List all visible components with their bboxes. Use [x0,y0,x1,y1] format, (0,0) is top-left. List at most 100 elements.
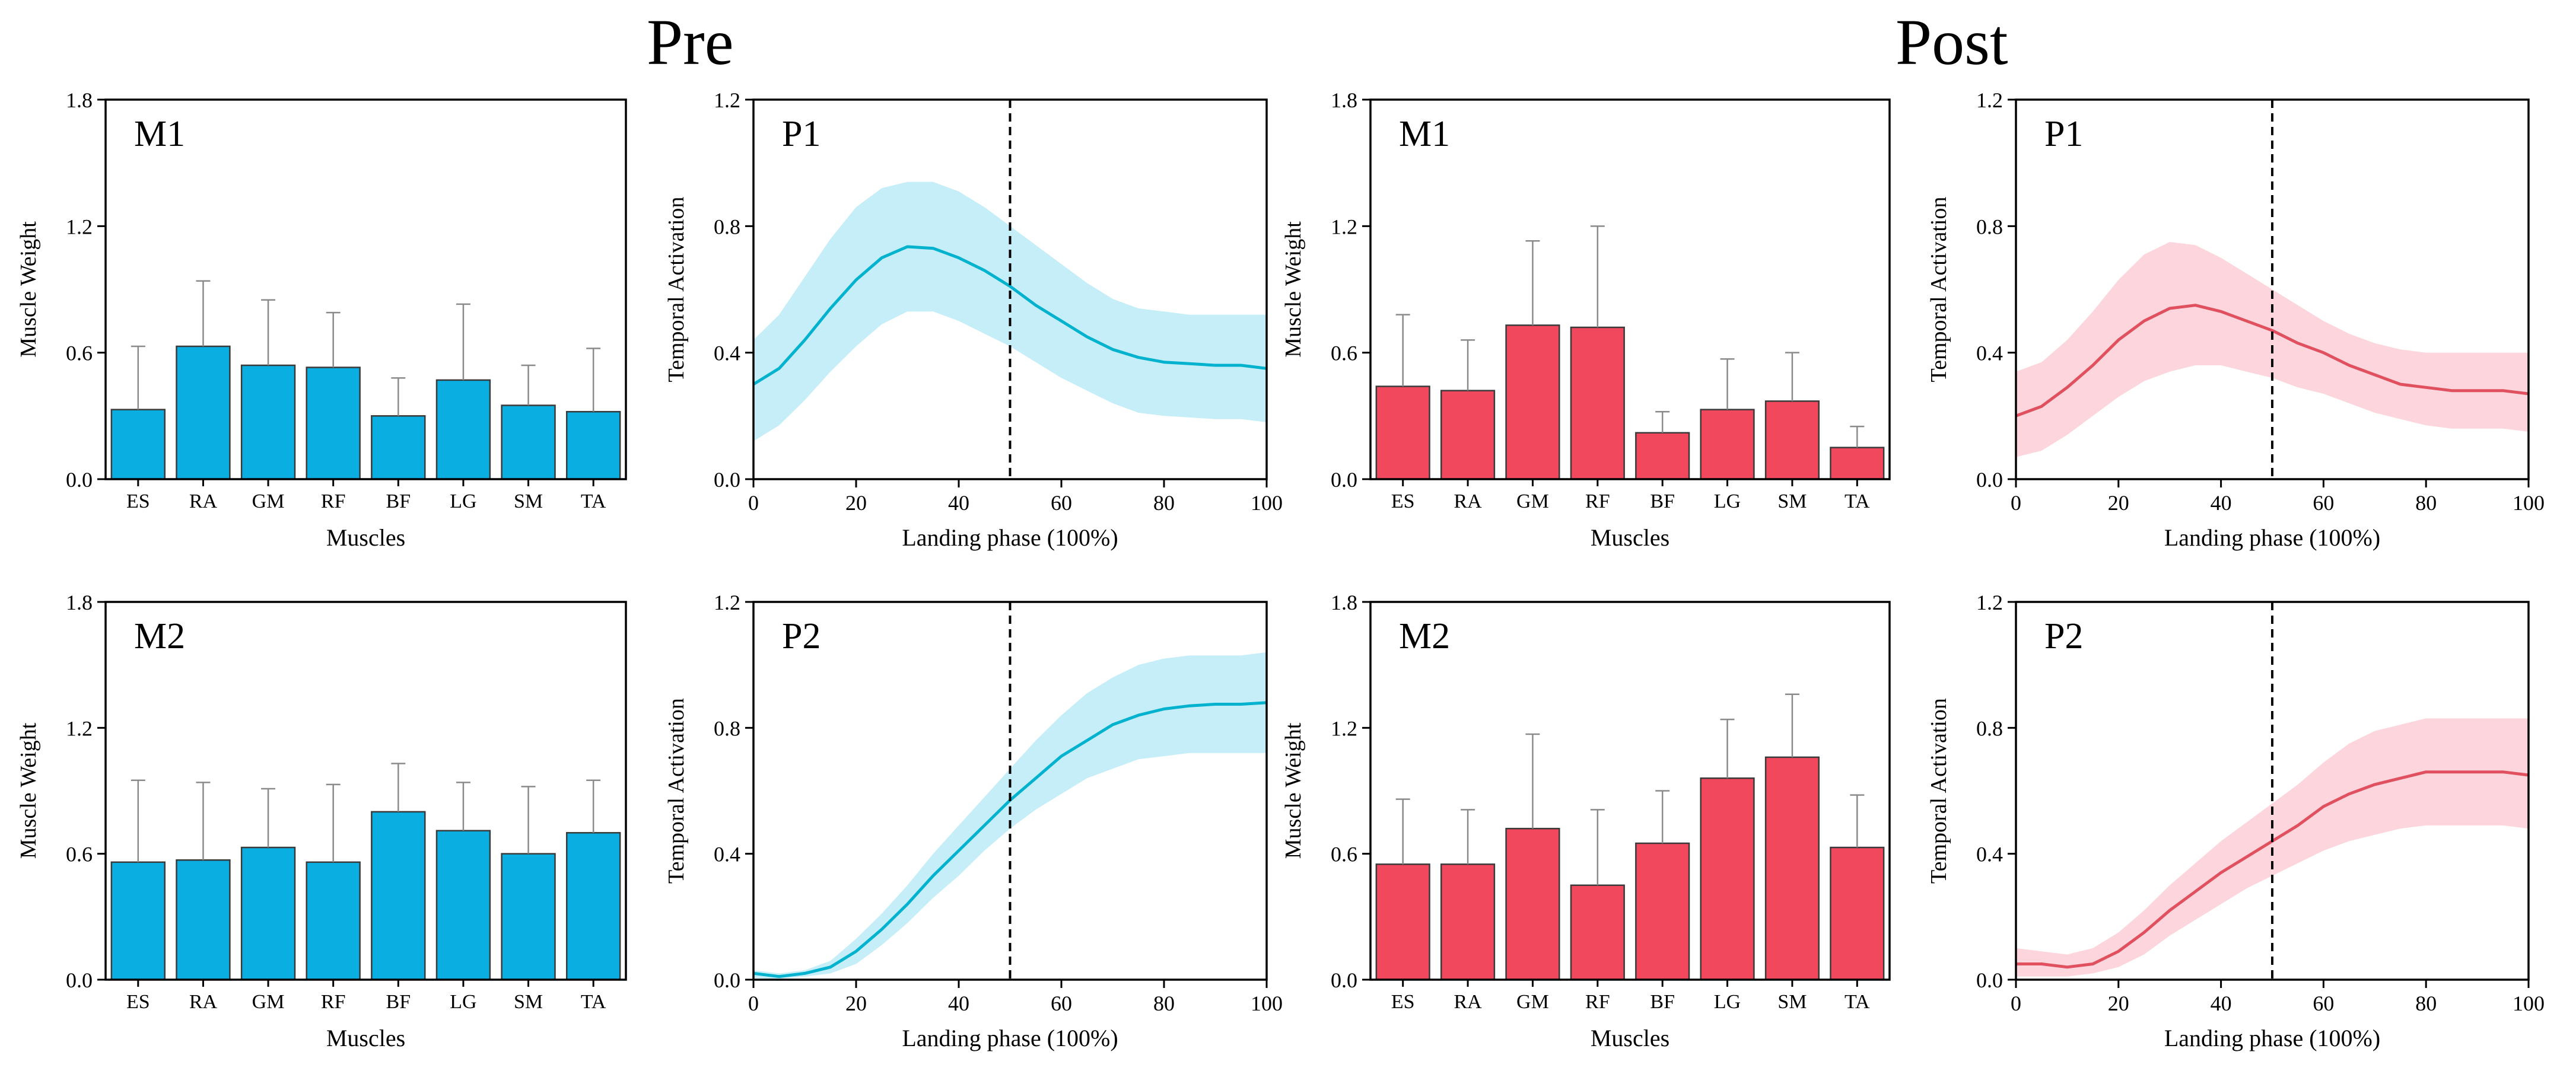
bar-gm [1505,324,1560,480]
x-tick-label: 60 [1051,491,1072,515]
x-tick-label: 0 [2011,992,2021,1015]
bar-sm [501,404,556,480]
bar-ra [176,345,231,480]
panel-title: P1 [2044,114,2083,154]
plot-frame [104,98,627,480]
y-tick-label: 1.2 [714,88,740,112]
y-tick-label: 0.6 [66,342,93,365]
y-tick-label: 0.8 [714,716,740,740]
x-tick-label: 60 [1051,992,1072,1015]
bar-es [1375,385,1430,480]
bar-lg [435,379,491,480]
pre-m1-panel: 0.0 0.6 1.2 1.8 Muscle Weight Muscles ES RA GM RF… [16,88,627,551]
panel-title: M1 [134,114,185,154]
x-tick-label: RF [321,991,346,1013]
x-tick-label: 40 [948,491,969,515]
x-tick-label: SM [514,490,543,512]
bar-lg [435,830,491,981]
x-tick-label: ES [126,490,150,512]
y-tick-label: 0.0 [1331,468,1357,492]
bar-es [110,861,166,981]
x-tick-label: 100 [2513,491,2545,515]
bar-ta [565,410,621,480]
post-m1-panel: 0.0 0.6 1.2 1.8 Muscle Weight Muscles ES RA GM RF… [1281,88,1891,551]
x-tick-label: TA [581,991,606,1013]
bar-rf [1570,884,1625,981]
y-tick-label: 0.8 [714,215,740,238]
plot-frame [752,601,1268,981]
x-tick-label: TA [1844,490,1870,512]
x-tick-label: 0 [2011,491,2021,515]
pre-group-title: Pre [647,6,734,78]
x-tick-label: 20 [2108,992,2129,1015]
pre-p2-panel: 0.0 0.4 0.8 1.2 Temporal Activation Landing p… [664,591,1283,1051]
panel-title: P2 [782,616,820,656]
x-tick-label: RF [1585,490,1610,512]
x-axis-label: Muscles [326,1025,405,1051]
bar-bf [1635,432,1690,480]
y-tick-label: 0.8 [1976,215,2003,238]
panel-title: M2 [134,616,185,656]
y-tick-label: 0.0 [66,968,93,992]
bar-gm [1505,827,1560,981]
x-tick-label: SM [1777,991,1807,1013]
bar-ra [1440,390,1496,480]
x-tick-label: 80 [2415,992,2437,1015]
y-tick-label: 1.2 [1976,591,2003,614]
x-axis-label: Muscles [1591,524,1669,551]
bar-sm [1764,400,1820,480]
x-tick-label: ES [1391,991,1415,1013]
bar-gm [240,846,296,981]
y-axis-label: Muscle Weight [1281,221,1306,358]
y-tick-label: 0.0 [714,968,740,992]
bar-rf [306,366,361,480]
post-m2-panel: 0.0 0.6 1.2 1.8 Muscle Weight Muscles ES RA GM RF… [1281,591,1891,1051]
y-tick-label: 1.2 [66,215,93,238]
x-tick-label: BF [1650,991,1675,1013]
post-p2-panel: 0.0 0.4 0.8 1.2 Temporal Activation Landing p… [1926,591,2545,1051]
x-tick-label: TA [581,490,606,512]
x-tick-label: BF [386,991,411,1013]
x-tick-label: RA [189,490,218,512]
x-tick-label: ES [1391,490,1415,512]
x-tick-label: 40 [2211,992,2232,1015]
y-tick-label: 0.6 [1331,843,1357,866]
bar-es [1375,863,1430,981]
bar-sm [501,853,556,981]
y-tick-label: 1.2 [1331,716,1357,740]
x-tick-label: 80 [2415,491,2437,515]
y-axis-label: Temporal Activation [1926,698,1951,884]
x-tick-label: GM [252,991,285,1013]
y-tick-label: 1.2 [1976,88,2003,112]
bar-rf [1570,326,1625,480]
x-tick-label: 80 [1153,992,1175,1015]
y-tick-label: 1.2 [714,591,740,614]
y-tick-label: 1.8 [1331,88,1357,112]
x-tick-label: 80 [1153,491,1175,515]
plot-frame [1369,98,1891,480]
y-tick-label: 1.2 [1331,215,1357,238]
x-axis-label: Landing phase (100%) [902,524,1118,551]
x-tick-label: 100 [1251,992,1283,1015]
x-tick-label: 20 [2108,491,2129,515]
y-tick-label: 0.0 [1331,968,1357,992]
bar-sm [1764,756,1820,981]
x-tick-label: RA [189,991,218,1013]
x-tick-label: GM [1516,490,1549,512]
y-axis-label: Temporal Activation [664,197,689,383]
x-tick-label: LG [1714,991,1741,1013]
bar-bf [371,811,426,981]
y-tick-label: 0.6 [66,843,93,866]
panel-title: M2 [1399,616,1450,656]
panel-title: M1 [1399,114,1450,154]
pre-m2-panel: 0.0 0.6 1.2 1.8 Muscle Weight Muscles ES RA GM RF… [16,591,627,1051]
bar-es [110,409,166,480]
y-tick-label: 0.0 [1976,968,2003,992]
x-tick-label: 60 [2313,491,2334,515]
x-tick-label: RA [1454,490,1482,512]
y-axis-label: Muscle Weight [1281,722,1306,859]
y-tick-label: 0.0 [66,468,93,492]
panel-title: P1 [782,114,820,154]
y-tick-label: 1.8 [1331,591,1357,614]
